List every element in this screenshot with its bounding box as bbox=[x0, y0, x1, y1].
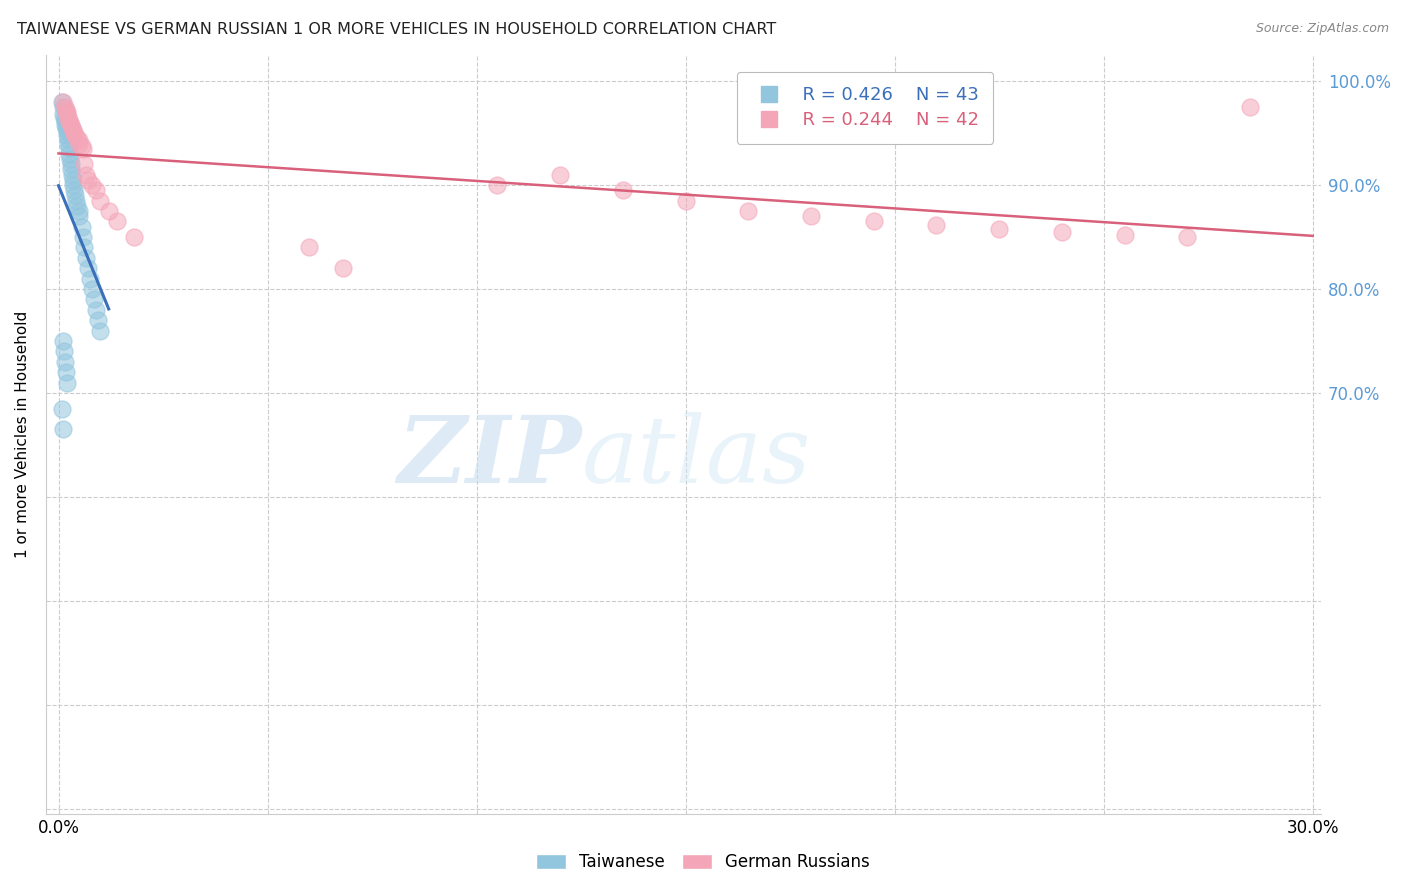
Point bbox=[53, 113, 76, 128]
Point bbox=[60, 168, 83, 182]
Point bbox=[72, 230, 94, 244]
Point bbox=[80, 282, 103, 296]
Point bbox=[298, 240, 321, 254]
Point bbox=[60, 118, 83, 132]
Point bbox=[105, 214, 128, 228]
Point bbox=[76, 173, 98, 187]
Point bbox=[63, 126, 86, 140]
Point bbox=[56, 128, 79, 143]
Point bbox=[58, 147, 80, 161]
Point bbox=[1114, 227, 1136, 242]
Point bbox=[548, 168, 571, 182]
Point bbox=[53, 100, 76, 114]
Point bbox=[60, 162, 83, 177]
Point bbox=[55, 120, 77, 135]
Text: Source: ZipAtlas.com: Source: ZipAtlas.com bbox=[1256, 22, 1389, 36]
Point bbox=[60, 120, 83, 135]
Point bbox=[56, 124, 79, 138]
Point bbox=[80, 178, 103, 192]
Point bbox=[83, 293, 105, 307]
Point bbox=[56, 111, 79, 125]
Point bbox=[800, 209, 823, 223]
Point bbox=[89, 194, 111, 208]
Point bbox=[51, 95, 73, 109]
Point bbox=[988, 221, 1011, 235]
Text: TAIWANESE VS GERMAN RUSSIAN 1 OR MORE VEHICLES IN HOUSEHOLD CORRELATION CHART: TAIWANESE VS GERMAN RUSSIAN 1 OR MORE VE… bbox=[17, 22, 776, 37]
Point bbox=[72, 157, 94, 171]
Point bbox=[65, 188, 87, 202]
Point bbox=[65, 194, 87, 208]
Point bbox=[60, 157, 83, 171]
Point bbox=[122, 230, 145, 244]
Point bbox=[66, 199, 89, 213]
Point bbox=[84, 183, 107, 197]
Point bbox=[75, 168, 97, 182]
Point bbox=[51, 401, 73, 416]
Point bbox=[56, 132, 79, 146]
Point bbox=[56, 376, 79, 390]
Point bbox=[737, 204, 759, 219]
Point bbox=[70, 219, 93, 234]
Point bbox=[75, 251, 97, 265]
Point bbox=[52, 422, 75, 436]
Point bbox=[52, 107, 75, 121]
Point bbox=[62, 173, 84, 187]
Point bbox=[72, 142, 94, 156]
Text: atlas: atlas bbox=[582, 412, 811, 502]
Point bbox=[65, 128, 87, 143]
Point bbox=[56, 105, 79, 120]
Point bbox=[52, 111, 75, 125]
Point bbox=[89, 324, 111, 338]
Point bbox=[925, 218, 948, 232]
Point bbox=[1175, 230, 1198, 244]
Point bbox=[62, 178, 84, 192]
Point bbox=[59, 152, 82, 166]
Point bbox=[87, 313, 110, 327]
Point bbox=[52, 100, 75, 114]
Point bbox=[58, 112, 80, 127]
Point bbox=[55, 103, 77, 118]
Point bbox=[84, 302, 107, 317]
Point bbox=[486, 178, 509, 192]
Point bbox=[67, 133, 90, 147]
Point bbox=[76, 261, 98, 276]
Point bbox=[67, 204, 90, 219]
Point bbox=[332, 261, 354, 276]
Point bbox=[66, 131, 89, 145]
Point bbox=[56, 107, 79, 121]
Point bbox=[53, 355, 76, 369]
Legend: Taiwanese, German Russians: Taiwanese, German Russians bbox=[527, 845, 879, 880]
Text: ZIP: ZIP bbox=[398, 412, 582, 502]
Point bbox=[63, 183, 86, 197]
Point bbox=[52, 334, 75, 348]
Point bbox=[53, 118, 76, 132]
Point bbox=[79, 271, 101, 285]
Y-axis label: 1 or more Vehicles in Household: 1 or more Vehicles in Household bbox=[15, 311, 30, 558]
Point bbox=[675, 194, 697, 208]
Point bbox=[70, 138, 93, 153]
Point bbox=[52, 344, 75, 359]
Point bbox=[67, 209, 90, 223]
Point bbox=[59, 116, 82, 130]
Point bbox=[862, 214, 884, 228]
Point bbox=[56, 136, 79, 151]
Point bbox=[1050, 225, 1073, 239]
Point bbox=[62, 123, 84, 137]
Point bbox=[1239, 100, 1261, 114]
Point bbox=[55, 365, 77, 379]
Legend:   R = 0.426    N = 43,   R = 0.244    N = 42: R = 0.426 N = 43, R = 0.244 N = 42 bbox=[737, 71, 993, 144]
Point bbox=[52, 95, 75, 109]
Point bbox=[58, 141, 80, 155]
Point bbox=[97, 204, 120, 219]
Point bbox=[612, 183, 634, 197]
Point bbox=[72, 240, 94, 254]
Point bbox=[67, 136, 90, 151]
